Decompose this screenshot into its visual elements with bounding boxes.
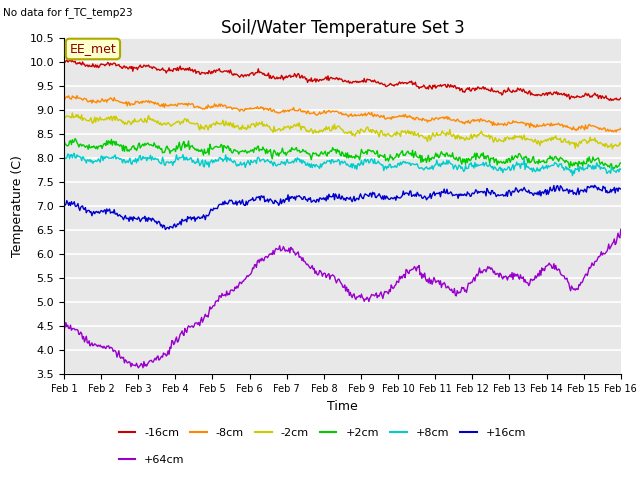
+8cm: [70, 151, 78, 156]
+8cm: [60, 157, 68, 163]
-2cm: [480, 132, 488, 138]
Line: +8cm: +8cm: [64, 154, 621, 176]
Text: No data for f_TC_temp23: No data for f_TC_temp23: [3, 7, 133, 18]
+64cm: [389, 286, 397, 291]
-8cm: [389, 115, 397, 121]
Legend: +64cm: +64cm: [114, 451, 189, 469]
-16cm: [480, 86, 488, 92]
+64cm: [134, 365, 142, 371]
+16cm: [204, 213, 212, 219]
+8cm: [204, 159, 212, 165]
-16cm: [159, 67, 167, 73]
+16cm: [159, 225, 166, 230]
+2cm: [480, 156, 488, 162]
+8cm: [159, 157, 167, 163]
+16cm: [591, 182, 598, 188]
+8cm: [313, 162, 321, 168]
-2cm: [68, 110, 76, 116]
-16cm: [389, 82, 397, 88]
-16cm: [60, 59, 68, 65]
-2cm: [60, 115, 68, 120]
-8cm: [159, 101, 167, 107]
+16cm: [433, 191, 440, 196]
X-axis label: Time: Time: [327, 400, 358, 413]
+2cm: [433, 154, 440, 159]
-8cm: [313, 112, 321, 118]
+16cm: [480, 188, 488, 194]
-8cm: [204, 102, 212, 108]
Text: EE_met: EE_met: [70, 42, 116, 56]
+8cm: [568, 173, 576, 179]
+2cm: [159, 149, 167, 155]
-8cm: [480, 117, 488, 123]
+8cm: [617, 167, 625, 172]
Line: +64cm: +64cm: [64, 229, 621, 368]
+64cm: [204, 314, 212, 320]
-16cm: [204, 71, 212, 77]
-2cm: [159, 121, 167, 127]
+8cm: [433, 157, 440, 163]
-8cm: [60, 95, 68, 100]
+2cm: [609, 167, 616, 172]
Line: -2cm: -2cm: [64, 113, 621, 149]
-2cm: [609, 146, 616, 152]
-2cm: [313, 129, 321, 135]
+8cm: [389, 164, 397, 169]
+64cm: [60, 325, 68, 331]
+16cm: [161, 227, 169, 232]
+64cm: [617, 227, 625, 232]
Y-axis label: Temperature (C): Temperature (C): [11, 156, 24, 257]
+16cm: [313, 197, 321, 203]
+64cm: [159, 350, 167, 356]
Line: -8cm: -8cm: [64, 96, 621, 132]
+2cm: [617, 160, 625, 166]
-2cm: [204, 127, 212, 133]
-16cm: [66, 57, 74, 62]
-16cm: [617, 95, 625, 101]
+64cm: [480, 267, 488, 273]
+2cm: [204, 145, 212, 151]
+16cm: [389, 196, 397, 202]
+2cm: [60, 137, 68, 143]
-2cm: [433, 130, 440, 135]
+8cm: [480, 163, 488, 169]
-8cm: [617, 125, 625, 131]
+16cm: [60, 204, 68, 210]
+64cm: [433, 278, 440, 284]
Line: +16cm: +16cm: [64, 185, 621, 229]
+16cm: [617, 186, 625, 192]
-8cm: [433, 115, 440, 121]
+2cm: [71, 136, 79, 142]
-16cm: [433, 84, 440, 90]
-8cm: [73, 93, 81, 98]
-16cm: [313, 76, 321, 82]
+2cm: [389, 157, 397, 163]
-8cm: [612, 129, 620, 135]
+2cm: [313, 152, 321, 158]
Line: -16cm: -16cm: [64, 60, 621, 100]
+64cm: [313, 271, 321, 277]
-2cm: [389, 132, 397, 138]
-2cm: [617, 141, 625, 147]
Line: +2cm: +2cm: [64, 139, 621, 169]
Title: Soil/Water Temperature Set 3: Soil/Water Temperature Set 3: [221, 19, 464, 37]
-16cm: [607, 97, 615, 103]
